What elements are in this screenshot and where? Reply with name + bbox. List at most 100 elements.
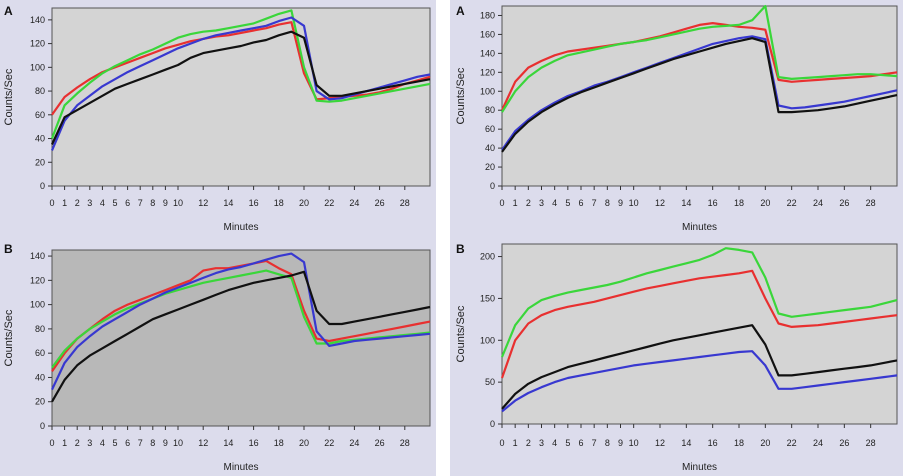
x-tick-label: 16 [708, 438, 718, 448]
chart-panel-right-top: A 0 20 40 60 80 100 120 140 160 180 0 1 2 3 4 5 6 7 8 9 10 12… [450, 0, 903, 236]
y-tick-label: 80 [485, 105, 495, 115]
x-tick-label: 3 [87, 198, 92, 208]
y-axis-label: Counts/Sec [455, 67, 467, 124]
x-tick-label: 16 [249, 438, 259, 448]
series-line-green [501, 4, 898, 113]
series-line-red [51, 259, 431, 373]
x-tick-label: 7 [138, 438, 143, 448]
y-tick-label: 120 [480, 67, 495, 77]
y-tick-label: 40 [35, 134, 45, 144]
y-tick-label: 100 [30, 62, 45, 72]
x-tick-label: 9 [618, 438, 623, 448]
series-line-black [51, 270, 431, 403]
y-tick-label: 100 [480, 335, 495, 345]
x-tick-label: 1 [62, 198, 67, 208]
x-tick-label: 4 [100, 438, 105, 448]
x-tick-label: 1 [513, 438, 518, 448]
x-tick-label: 24 [813, 198, 823, 208]
x-tick-label: 28 [866, 198, 876, 208]
y-tick-label: 140 [30, 251, 45, 261]
y-tick-label: 20 [35, 157, 45, 167]
x-tick-label: 2 [75, 438, 80, 448]
x-tick-label: 0 [499, 438, 504, 448]
y-axis-label: Counts/Sec [3, 68, 15, 125]
x-tick-label: 20 [760, 438, 770, 448]
series-line-blue [51, 252, 431, 391]
x-tick-label: 14 [223, 438, 233, 448]
x-tick-label: 26 [375, 198, 385, 208]
x-tick-label: 20 [299, 198, 309, 208]
x-tick-label: 18 [274, 438, 284, 448]
x-tick-label: 24 [349, 198, 359, 208]
x-tick-label: 8 [150, 438, 155, 448]
x-tick-label: 2 [75, 198, 80, 208]
panel-letter: B [4, 242, 13, 256]
x-tick-label: 6 [125, 198, 130, 208]
x-axis-label: Minutes [682, 462, 717, 473]
x-tick-label: 10 [629, 438, 639, 448]
y-tick-label: 40 [35, 372, 45, 382]
panel-divider [436, 0, 450, 476]
x-tick-label: 26 [839, 438, 849, 448]
y-tick-label: 0 [490, 181, 495, 191]
x-tick-label: 22 [324, 438, 334, 448]
y-tick-label: 20 [35, 397, 45, 407]
x-tick-label: 6 [125, 438, 130, 448]
y-tick-label: 50 [485, 377, 495, 387]
x-tick-label: 2 [526, 198, 531, 208]
y-tick-label: 80 [35, 86, 45, 96]
series-line-black [501, 37, 898, 153]
x-tick-label: 14 [681, 198, 691, 208]
x-tick-label: 20 [760, 198, 770, 208]
series-line-green [51, 269, 431, 369]
chart-panel-left-bottom: B 0 20 40 60 80 100 120 140 0 1 2 3 4 5 6 7 8 9 10 12 14 16 18… [0, 236, 436, 476]
x-tick-label: 18 [734, 438, 744, 448]
x-tick-label: 3 [87, 438, 92, 448]
x-tick-label: 12 [198, 438, 208, 448]
x-tick-label: 22 [787, 438, 797, 448]
y-tick-label: 80 [35, 324, 45, 334]
x-tick-label: 16 [708, 198, 718, 208]
x-tick-label: 18 [734, 198, 744, 208]
y-tick-label: 40 [485, 143, 495, 153]
y-tick-label: 150 [480, 293, 495, 303]
y-tick-label: 120 [30, 275, 45, 285]
series-line-green [500, 247, 898, 358]
x-tick-label: 12 [655, 198, 665, 208]
x-tick-label: 7 [592, 198, 597, 208]
x-tick-label: 14 [681, 438, 691, 448]
y-tick-label: 100 [30, 300, 45, 310]
x-tick-label: 28 [866, 438, 876, 448]
x-tick-label: 8 [605, 438, 610, 448]
y-tick-label: 140 [480, 48, 495, 58]
x-tick-label: 9 [163, 438, 168, 448]
y-tick-label: 60 [485, 124, 495, 134]
x-tick-label: 24 [813, 438, 823, 448]
x-tick-label: 22 [324, 198, 334, 208]
x-tick-label: 9 [618, 198, 623, 208]
x-tick-label: 1 [513, 198, 518, 208]
series-line-black [501, 324, 898, 410]
y-tick-label: 0 [40, 421, 45, 431]
x-axis-label: Minutes [223, 462, 258, 473]
y-tick-label: 120 [30, 39, 45, 49]
y-tick-label: 60 [35, 348, 45, 358]
x-tick-label: 6 [578, 438, 583, 448]
x-tick-label: 9 [163, 198, 168, 208]
x-tick-label: 10 [173, 438, 183, 448]
x-tick-label: 0 [49, 438, 54, 448]
x-tick-label: 10 [173, 198, 183, 208]
x-axis-label: Minutes [682, 222, 717, 233]
series-line-blue [501, 350, 898, 413]
x-tick-label: 8 [605, 198, 610, 208]
y-tick-label: 0 [40, 181, 45, 191]
x-tick-label: 28 [400, 438, 410, 448]
x-tick-label: 3 [539, 438, 544, 448]
x-axis-label: Minutes [223, 222, 258, 233]
y-tick-label: 20 [485, 162, 495, 172]
x-tick-label: 10 [629, 198, 639, 208]
